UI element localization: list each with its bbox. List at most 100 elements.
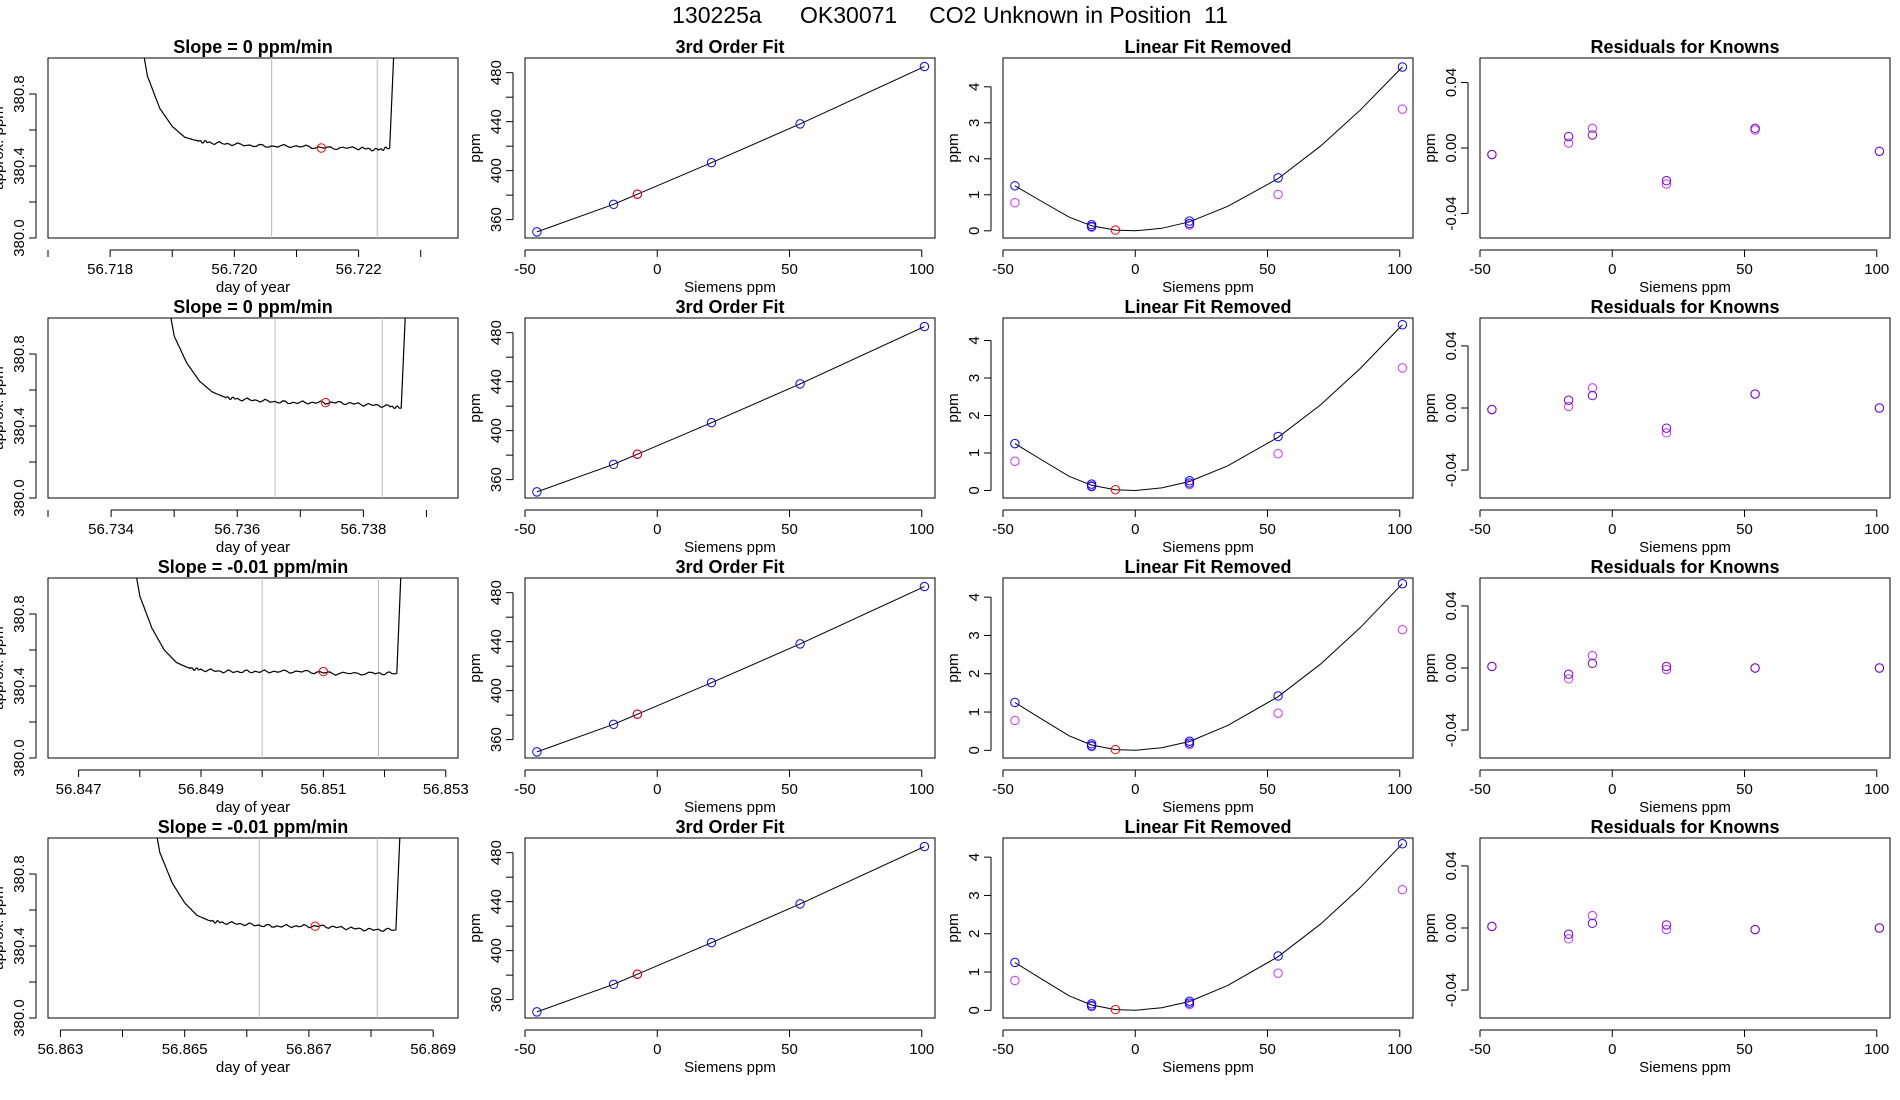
alt-point — [1563, 138, 1574, 148]
x-tick-label: 0 — [1608, 261, 1616, 278]
alt-point — [1010, 975, 1020, 986]
y-tick-label: 1 — [966, 968, 983, 976]
x-tick-label: 100 — [1864, 1041, 1889, 1058]
plot-frame — [524, 317, 936, 499]
residual-point — [1487, 661, 1497, 672]
unknown-point — [632, 709, 643, 719]
fit-line — [536, 846, 925, 1013]
x-tick-label: 0 — [1608, 781, 1616, 798]
y-axis-label: ppm — [945, 393, 962, 422]
residual-point — [1563, 395, 1574, 405]
panel-residuals-4: Residuals for Knowns -50 0 50 100 Siemens ppm… — [1422, 817, 1891, 1076]
y-tick-label: 440 — [488, 109, 505, 134]
y-tick-label: 3 — [966, 631, 983, 639]
unknown-point — [632, 969, 643, 979]
plot-area — [1010, 62, 1408, 235]
alt-point — [1273, 189, 1283, 200]
panel-title: Slope = -0.01 ppm/min — [158, 817, 349, 837]
run-id: 130225a — [672, 2, 762, 28]
plot-frame — [47, 317, 459, 499]
x-tick-label: 56.847 — [56, 781, 102, 798]
x-tick-label: 100 — [1387, 261, 1412, 278]
known-point — [1273, 431, 1283, 442]
known-point — [1010, 957, 1020, 968]
x-axis-label: Siemens ppm — [684, 1059, 776, 1076]
y-axis-label: ppm — [945, 653, 962, 682]
plot-area — [1487, 650, 1885, 684]
known-point — [706, 417, 717, 428]
x-tick-label: -50 — [1469, 1041, 1491, 1058]
plot-frame — [47, 57, 459, 239]
y-axis-label: approx. ppm — [0, 886, 7, 969]
residual-point — [1587, 658, 1598, 669]
y-axis-label: approx. ppm — [0, 626, 7, 709]
x-tick-label: 56.720 — [211, 261, 257, 278]
y-tick-label: 360 — [488, 987, 505, 1012]
known-point — [1273, 951, 1283, 961]
y-tick-label: 4 — [966, 853, 983, 861]
x-tick-label: 56.853 — [423, 781, 469, 798]
y-axis-label: ppm — [945, 133, 962, 162]
fit-line — [536, 66, 925, 233]
x-axis-label: Siemens ppm — [1162, 279, 1254, 296]
known-point — [1184, 216, 1195, 226]
y-tick-label: 400 — [488, 158, 505, 183]
fit-line — [536, 586, 925, 753]
known-point — [608, 459, 619, 470]
panel-residuals-2: Residuals for Knowns -50 0 50 100 Siemens ppm… — [1422, 297, 1891, 556]
known-point — [1397, 839, 1408, 849]
y-tick-label: 4 — [966, 593, 983, 601]
trace-line — [156, 838, 401, 932]
known-point — [532, 227, 542, 237]
x-tick-label: 50 — [781, 521, 798, 538]
x-tick-label: 50 — [1259, 781, 1276, 798]
plot-area — [156, 838, 401, 1018]
unknown-point — [320, 397, 331, 408]
unknown-point — [1110, 225, 1121, 235]
known-point — [532, 1007, 542, 1017]
x-tick-label: 50 — [1736, 1041, 1753, 1058]
x-tick-label: 56.851 — [300, 781, 346, 798]
known-point — [1184, 476, 1195, 486]
known-point — [1273, 173, 1283, 183]
known-point — [795, 379, 805, 389]
alt-point — [1563, 934, 1574, 944]
x-tick-label: 50 — [1259, 261, 1276, 278]
known-point — [608, 719, 619, 730]
y-tick-label: 2 — [966, 930, 983, 938]
y-tick-label: 360 — [488, 207, 505, 232]
residual-point — [1487, 921, 1497, 932]
x-tick-label: 56.849 — [178, 781, 224, 798]
y-tick-label: 0.00 — [1443, 653, 1460, 682]
panel-fit-2: 3rd Order Fit -50 0 50 100 Siemens ppm 360 400 4… — [467, 297, 936, 556]
y-tick-label: 2 — [966, 411, 983, 419]
plot-frame — [1002, 317, 1414, 499]
x-tick-label: 56.869 — [410, 1041, 456, 1058]
plot-frame — [524, 837, 936, 1019]
y-tick-label: 480 — [488, 840, 505, 865]
y-tick-label: 4 — [966, 336, 983, 344]
plot-frame — [1002, 577, 1414, 759]
y-tick-label: 380.8 — [11, 335, 28, 373]
x-tick-label: -50 — [992, 261, 1014, 278]
plot-area — [1010, 579, 1408, 755]
y-tick-label: -0.04 — [1443, 713, 1460, 747]
alt-point — [1661, 664, 1672, 675]
y-tick-label: 4 — [966, 83, 983, 91]
unknown-point — [1110, 485, 1121, 495]
y-axis-label: ppm — [1422, 913, 1439, 942]
panel-title: Linear Fit Removed — [1124, 817, 1291, 837]
alt-point — [1397, 885, 1408, 895]
x-tick-label: 50 — [781, 261, 798, 278]
y-tick-label: -0.04 — [1443, 973, 1460, 1007]
panel-title: Residuals for Knowns — [1590, 297, 1779, 317]
alt-point — [1587, 650, 1598, 661]
residual-point — [1661, 661, 1672, 672]
alt-point — [1010, 456, 1020, 466]
y-axis-label: ppm — [467, 653, 484, 682]
panel-title: Slope = 0 ppm/min — [173, 37, 333, 57]
y-axis-label: ppm — [945, 913, 962, 942]
known-point — [795, 899, 805, 909]
y-tick-label: 1 — [966, 191, 983, 199]
y-tick-label: -0.04 — [1443, 453, 1460, 487]
